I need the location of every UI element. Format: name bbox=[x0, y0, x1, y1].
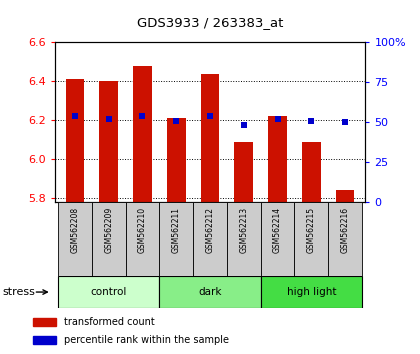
Text: GSM562211: GSM562211 bbox=[172, 207, 181, 253]
Bar bbox=[126, 202, 159, 276]
Bar bbox=[302, 142, 320, 202]
Bar bbox=[227, 202, 261, 276]
Text: GSM562212: GSM562212 bbox=[205, 207, 215, 253]
Text: GDS3933 / 263383_at: GDS3933 / 263383_at bbox=[137, 16, 283, 29]
Bar bbox=[328, 202, 362, 276]
Bar bbox=[33, 318, 56, 326]
Bar bbox=[58, 202, 92, 276]
Text: GSM562209: GSM562209 bbox=[104, 207, 113, 253]
Bar bbox=[201, 74, 219, 202]
Bar bbox=[133, 66, 152, 202]
Bar bbox=[294, 202, 328, 276]
Text: GSM562216: GSM562216 bbox=[341, 207, 349, 253]
Text: percentile rank within the sample: percentile rank within the sample bbox=[63, 335, 228, 345]
Bar bbox=[261, 202, 294, 276]
Text: high light: high light bbox=[286, 287, 336, 297]
Text: GSM562213: GSM562213 bbox=[239, 207, 248, 253]
Bar bbox=[234, 142, 253, 202]
Bar bbox=[58, 276, 159, 308]
Text: control: control bbox=[90, 287, 127, 297]
Bar bbox=[92, 202, 126, 276]
Bar bbox=[66, 79, 84, 202]
Bar bbox=[261, 276, 362, 308]
Bar bbox=[336, 190, 354, 202]
Text: GSM562214: GSM562214 bbox=[273, 207, 282, 253]
Bar bbox=[100, 81, 118, 202]
Bar bbox=[33, 336, 56, 344]
Bar bbox=[159, 276, 261, 308]
Text: stress: stress bbox=[2, 287, 35, 297]
Text: GSM562215: GSM562215 bbox=[307, 207, 316, 253]
Text: GSM562208: GSM562208 bbox=[71, 207, 79, 253]
Bar bbox=[159, 202, 193, 276]
Bar bbox=[268, 116, 287, 202]
Bar bbox=[167, 118, 186, 202]
Text: transformed count: transformed count bbox=[63, 317, 154, 327]
Text: GSM562210: GSM562210 bbox=[138, 207, 147, 253]
Bar bbox=[193, 202, 227, 276]
Text: dark: dark bbox=[198, 287, 222, 297]
